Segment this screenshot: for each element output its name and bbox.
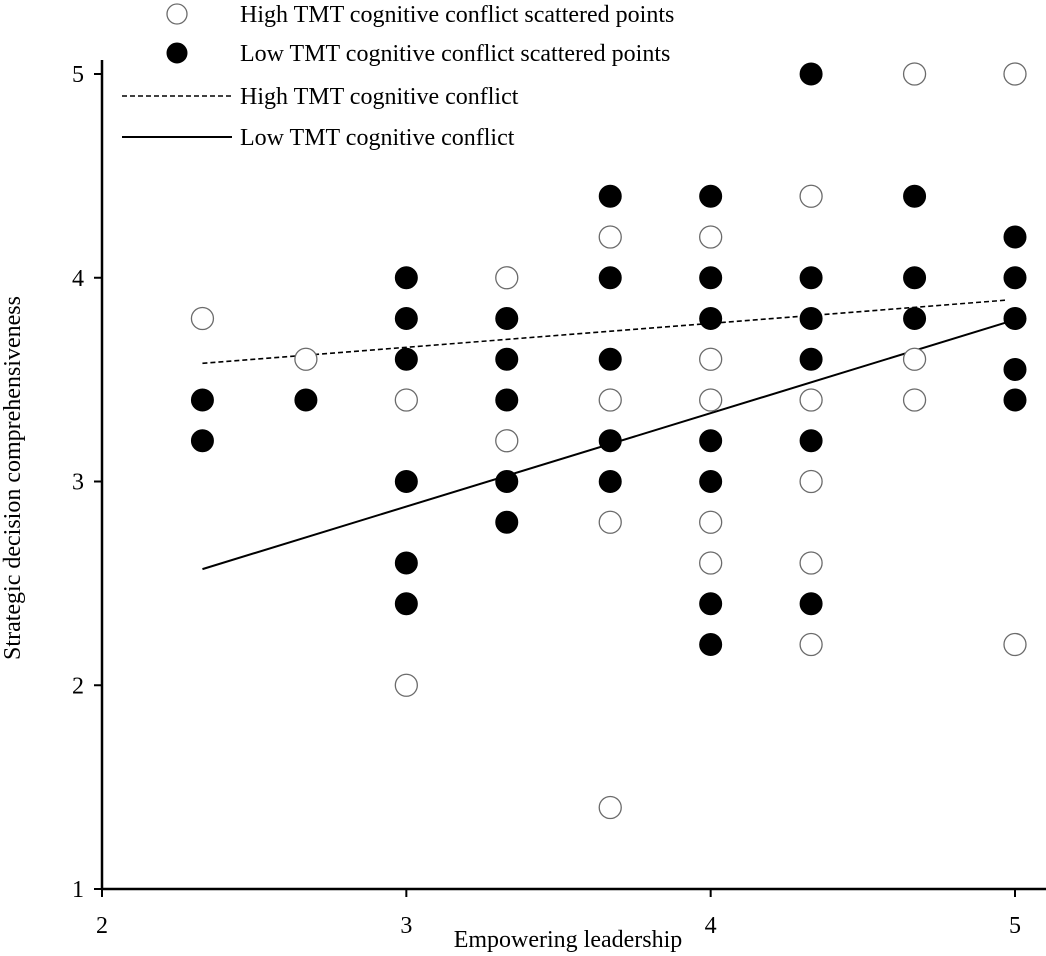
low-conflict-point: [903, 184, 927, 208]
low-conflict-point: [598, 429, 622, 453]
low-conflict-point: [394, 307, 418, 330]
low-conflict-point: [799, 429, 823, 453]
low-conflict-point: [699, 266, 723, 290]
x-axis-title: Empowering leadership: [454, 927, 683, 953]
legend: High TMT cognitive conflict scattered po…: [122, 2, 674, 151]
low-conflict-point: [495, 347, 519, 371]
low-conflict-point: [699, 429, 723, 453]
y-axis-title: Strategic decision comprehensiveness: [0, 296, 26, 660]
high-conflict-point: [799, 551, 823, 575]
x-tick-label: 4: [705, 913, 717, 939]
high-conflict-regression-line: [202, 299, 1006, 365]
legend-label: High TMT cognitive conflict scattered po…: [240, 2, 674, 28]
high-conflict-point: [598, 388, 622, 412]
low-conflict-point: [190, 388, 214, 412]
high-conflict-point: [799, 632, 823, 657]
high-conflict-point: [495, 429, 519, 453]
legend-label: High TMT cognitive conflict: [240, 84, 519, 110]
low-conflict-point: [1003, 307, 1027, 330]
high-conflict-point: [394, 388, 418, 412]
low-conflict-point: [495, 470, 519, 493]
high-conflict-point: [699, 388, 723, 412]
low-conflict-point: [799, 592, 823, 616]
low-conflict-point: [799, 62, 823, 86]
y-tick-label: 5: [72, 62, 84, 88]
y-tick-label: 1: [72, 877, 84, 903]
x-tick-label: 2: [96, 913, 108, 939]
axes: [100, 60, 1046, 891]
low-conflict-point: [394, 470, 418, 493]
low-conflict-point: [699, 633, 723, 656]
high-conflict-point: [495, 266, 519, 290]
low-conflict-point: [699, 470, 723, 493]
low-conflict-point: [903, 307, 927, 330]
high-conflict-point: [799, 469, 823, 494]
low-conflict-point: [799, 266, 823, 290]
low-conflict-point: [190, 429, 214, 453]
low-conflict-point: [1003, 357, 1027, 381]
low-conflict-point: [799, 347, 823, 371]
high-conflict-point: [799, 184, 823, 208]
low-conflict-point: [394, 266, 418, 290]
x-tick-label: 3: [400, 913, 412, 939]
high-conflict-point: [902, 388, 927, 412]
y-tick-label: 2: [72, 673, 84, 699]
low-conflict-point: [495, 307, 519, 330]
low-conflict-point: [699, 592, 723, 616]
low-conflict-point: [394, 551, 418, 575]
legend-label: Low TMT cognitive conflict scattered poi…: [240, 41, 670, 67]
low-conflict-point: [394, 347, 418, 371]
low-conflict-point: [598, 266, 622, 290]
legend-open-circle-marker: [166, 3, 188, 25]
high-conflict-point: [699, 347, 723, 371]
low-conflict-point: [1003, 266, 1027, 290]
legend-label: Low TMT cognitive conflict: [240, 125, 515, 151]
low-conflict-point: [495, 388, 519, 412]
high-conflict-point: [598, 225, 622, 249]
low-conflict-point: [699, 184, 723, 208]
legend-filled-circle-marker: [166, 42, 188, 64]
high-conflict-point: [598, 795, 622, 820]
y-tick-label: 3: [72, 470, 84, 496]
low-conflict-point: [1003, 225, 1027, 249]
high-conflict-point: [190, 306, 215, 331]
y-tick-label: 4: [72, 266, 84, 292]
high-conflict-point: [902, 62, 927, 86]
high-conflict-point: [394, 673, 418, 697]
low-conflict-point: [699, 307, 723, 330]
low-conflict-point: [799, 307, 823, 330]
high-conflict-point: [699, 551, 723, 575]
low-conflict-point: [598, 184, 622, 208]
high-conflict-point: [598, 510, 622, 534]
x-tick-label: 5: [1009, 913, 1021, 939]
high-conflict-point: [902, 347, 927, 371]
high-conflict-point: [294, 347, 318, 371]
low-conflict-point: [1003, 388, 1027, 412]
high-conflict-point: [699, 510, 723, 534]
high-conflict-point: [1003, 632, 1027, 657]
low-conflict-point: [394, 592, 418, 616]
high-conflict-point: [1003, 62, 1027, 86]
low-conflict-point: [598, 347, 622, 371]
plot-area: [190, 62, 1027, 820]
low-conflict-point: [598, 470, 622, 493]
low-conflict-point: [903, 266, 927, 290]
high-conflict-point: [799, 388, 823, 412]
low-conflict-point: [495, 510, 519, 534]
low-conflict-point: [294, 388, 318, 412]
high-conflict-point: [699, 225, 723, 249]
